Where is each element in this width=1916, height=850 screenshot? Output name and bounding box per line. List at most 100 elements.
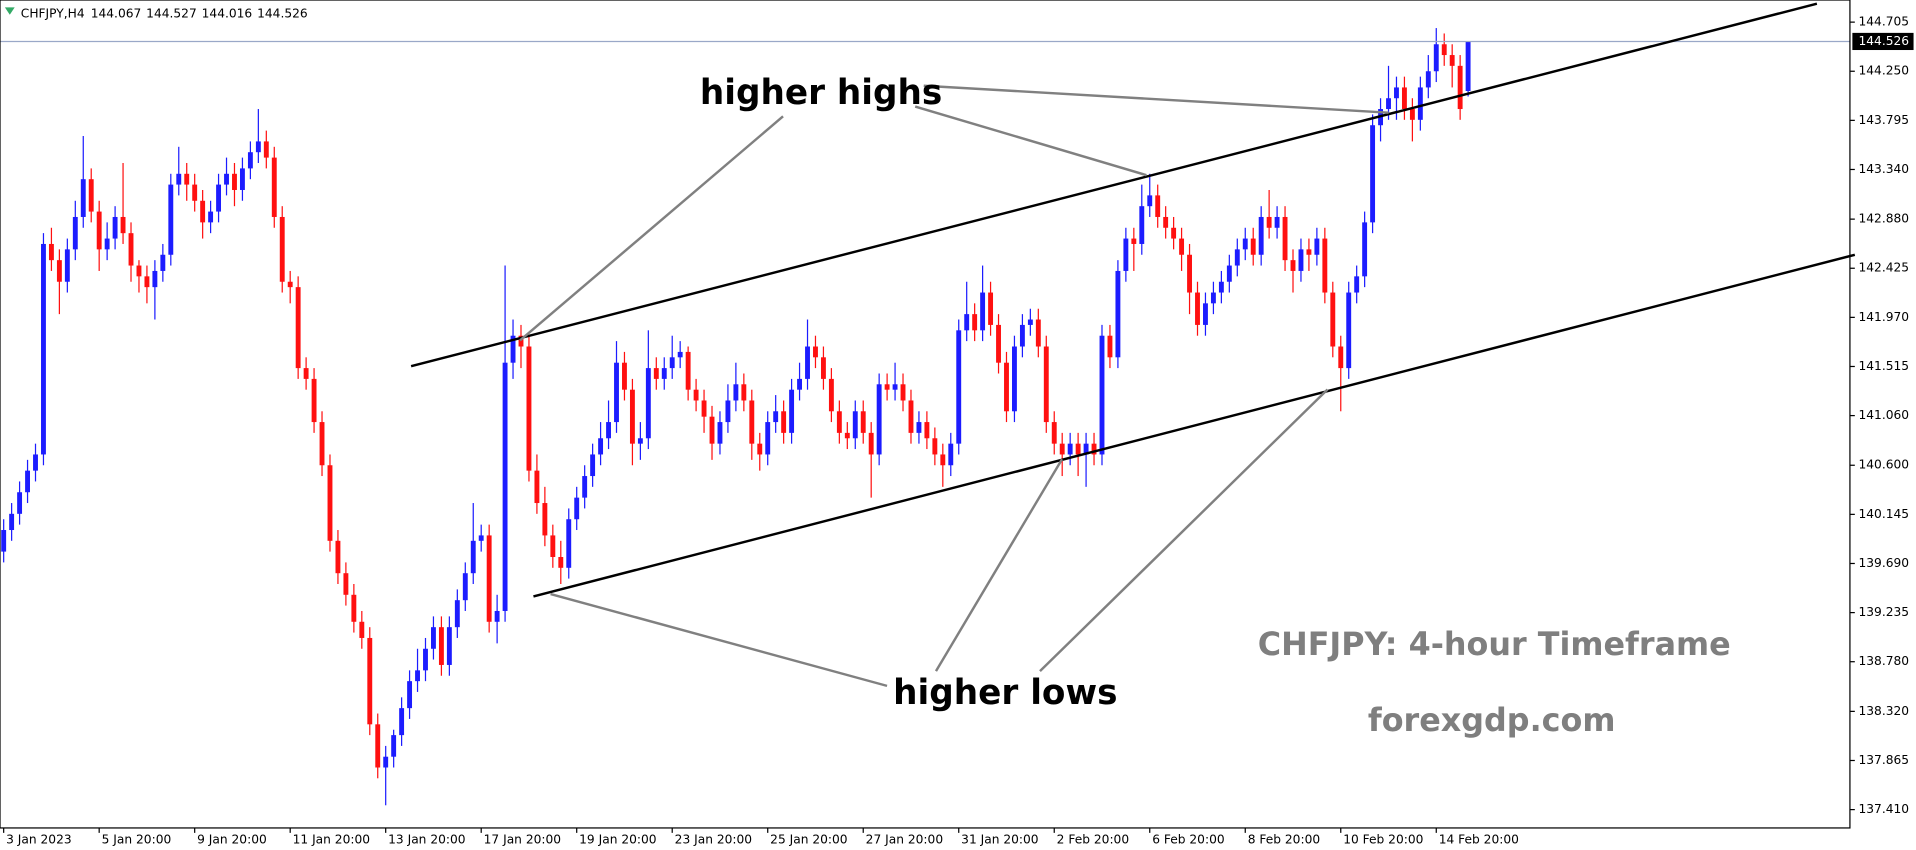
candle-body xyxy=(192,184,198,201)
candle-body xyxy=(1306,249,1312,255)
candle-body xyxy=(311,378,317,423)
candle-body xyxy=(1131,238,1137,244)
candle-body xyxy=(200,200,206,223)
x-tick-label: 13 Jan 20:00 xyxy=(388,833,465,847)
candle-body xyxy=(1139,206,1145,244)
candle-body xyxy=(208,211,214,223)
candle-body xyxy=(462,573,468,601)
candle-body xyxy=(295,287,301,369)
pointer xyxy=(934,458,1064,672)
x-tick-label: 25 Jan 20:00 xyxy=(770,833,847,847)
candle-body xyxy=(558,557,564,568)
candle-body xyxy=(176,173,182,185)
candle-body xyxy=(120,216,126,234)
candle-body xyxy=(526,346,532,471)
candle-body xyxy=(717,422,723,444)
candle-body xyxy=(1043,346,1049,423)
candle-body xyxy=(1163,216,1169,228)
candle-body xyxy=(916,422,922,433)
candle-body xyxy=(1274,216,1280,228)
x-tick-label: 9 Jan 20:00 xyxy=(197,833,267,847)
y-tick-label: 141.515 xyxy=(1858,359,1909,373)
candle-body xyxy=(494,610,500,622)
candle-body xyxy=(653,368,659,379)
candle-body xyxy=(622,362,627,390)
candle-body xyxy=(749,400,755,444)
candle-body xyxy=(940,454,946,466)
candle-body xyxy=(868,432,874,455)
candle-body xyxy=(41,243,46,455)
candle-body xyxy=(287,281,293,288)
candle-body xyxy=(884,384,890,390)
candle-body xyxy=(415,670,420,682)
watermark: CHFJPY: 4-hour Timeframe xyxy=(1258,625,1731,663)
candle-body xyxy=(263,141,269,158)
x-tick-label: 17 Jan 20:00 xyxy=(484,833,561,847)
candle-body xyxy=(860,411,866,433)
candle-body xyxy=(33,454,38,471)
candle-body xyxy=(1035,319,1041,347)
x-tick-label: 19 Jan 20:00 xyxy=(579,833,656,847)
candle-body xyxy=(693,389,699,401)
y-tick-label: 142.425 xyxy=(1858,261,1909,275)
candle-body xyxy=(1449,55,1455,66)
candle-body xyxy=(1441,44,1447,56)
candle-body xyxy=(1203,303,1208,325)
candle-body xyxy=(1123,238,1129,271)
y-tick-label: 137.865 xyxy=(1858,753,1909,767)
candle-body xyxy=(136,265,142,277)
candle-body xyxy=(1019,324,1025,347)
candle-body xyxy=(773,411,779,423)
plot-border xyxy=(0,0,1851,829)
candle-body xyxy=(184,173,190,185)
candle-body xyxy=(908,400,914,433)
candle-body xyxy=(438,627,444,665)
y-tick-label: 141.970 xyxy=(1858,310,1909,324)
candle-body xyxy=(1115,270,1121,358)
candle-body xyxy=(574,497,580,520)
candle-body xyxy=(1282,216,1288,261)
y-tick-label: 137.410 xyxy=(1858,802,1909,816)
trend-line xyxy=(533,253,1856,598)
candle-body xyxy=(247,152,253,169)
candle-body xyxy=(948,443,954,466)
candle-body xyxy=(1330,292,1336,347)
candle-body xyxy=(805,346,810,379)
candle-body xyxy=(478,535,484,541)
candle-body xyxy=(144,276,150,288)
candle-body xyxy=(1059,443,1065,455)
candle-body xyxy=(216,184,222,212)
pointer xyxy=(550,592,888,688)
candle-body xyxy=(446,627,452,665)
candle-body xyxy=(1234,249,1240,266)
candle-body xyxy=(606,422,611,439)
candle-body xyxy=(1417,87,1423,120)
candle-body xyxy=(17,492,23,514)
annotation: higher highs xyxy=(700,73,942,113)
candle-body xyxy=(160,254,166,271)
candle-body xyxy=(502,362,508,611)
candle-body xyxy=(1027,319,1033,325)
candle-body xyxy=(534,470,540,504)
y-tick-label: 138.320 xyxy=(1858,704,1909,718)
candle-body xyxy=(1195,292,1200,325)
candle-body xyxy=(56,260,62,282)
candle-body xyxy=(279,216,285,282)
candle-body xyxy=(9,513,15,531)
candle-body xyxy=(1322,238,1328,293)
candle-body xyxy=(239,168,245,190)
candle-body xyxy=(112,216,118,239)
candle-body xyxy=(1370,125,1376,223)
candle-body xyxy=(1433,44,1439,72)
x-tick-label: 23 Jan 20:00 xyxy=(675,833,752,847)
candle-body xyxy=(1187,254,1192,293)
candle-body xyxy=(844,432,850,439)
candle-body xyxy=(566,519,572,568)
y-tick-label: 141.060 xyxy=(1858,408,1909,422)
plot-area xyxy=(0,28,1850,806)
x-tick-label: 8 Feb 20:00 xyxy=(1248,833,1320,847)
y-tick-label: 138.780 xyxy=(1858,654,1909,668)
candle-body xyxy=(25,470,30,493)
trend-line xyxy=(410,2,1818,368)
header: CHFJPY,H4 144.067 144.527 144.016 144.526 xyxy=(4,6,308,20)
